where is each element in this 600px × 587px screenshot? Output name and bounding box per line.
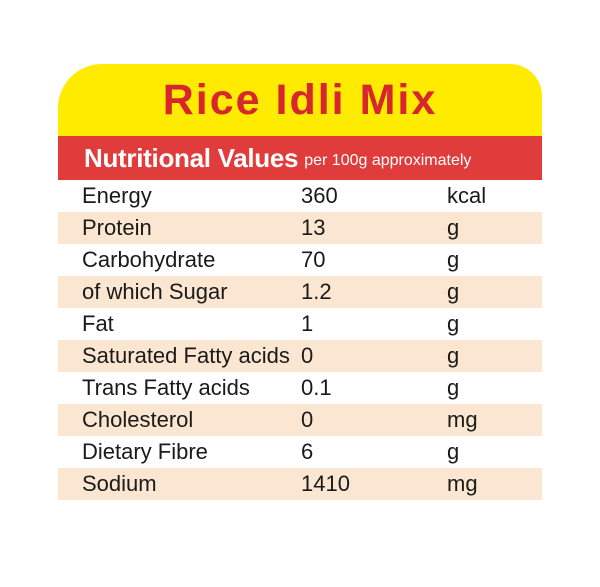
nutrient-unit: g [447, 247, 460, 272]
nutrient-value: 360 [301, 183, 338, 208]
nutrient-name: Dietary Fibre [82, 439, 208, 464]
nutrient-name: Fat [82, 311, 114, 336]
nutrient-value: 0 [301, 343, 314, 368]
nutrient-name: Carbohydrate [82, 247, 216, 272]
nutrient-unit: kcal [447, 183, 487, 208]
nutrient-name: Cholesterol [82, 407, 194, 432]
table-row: Trans Fatty acids 0.1 g [58, 372, 542, 404]
nutrient-value: 1410 [301, 471, 350, 496]
nutrient-unit: mg [447, 407, 478, 432]
table-row: Energy 360 kcal [58, 180, 542, 212]
nutrient-name: Saturated Fatty acids [82, 343, 290, 368]
nutrient-value: 6 [301, 439, 314, 464]
nutrient-unit: g [447, 215, 460, 240]
table-row: Carbohydrate 70 g [58, 244, 542, 276]
nutrient-value: 0 [301, 407, 314, 432]
table-row: Fat 1 g [58, 308, 542, 340]
nutrient-unit: g [447, 343, 460, 368]
table-row: Protein 13 g [58, 212, 542, 244]
nutrient-value: 1 [301, 311, 314, 336]
nutrient-name: Protein [82, 215, 152, 240]
nutrition-header-note: per 100g approximately [304, 152, 472, 169]
nutrition-header: Nutritional Values per 100g approximatel… [58, 136, 542, 180]
table-row: Dietary Fibre 6 g [58, 436, 542, 468]
nutrient-name: Sodium [82, 471, 157, 496]
nutrient-unit: g [447, 311, 460, 336]
nutrient-value: 13 [301, 215, 326, 240]
nutrient-unit: g [447, 375, 460, 400]
table-row: Sodium 1410 mg [58, 468, 542, 500]
table-row: of which Sugar 1.2 g [58, 276, 542, 308]
nutrient-unit: g [447, 279, 460, 304]
nutrient-value: 1.2 [301, 279, 332, 304]
nutrient-name: Trans Fatty acids [82, 375, 250, 400]
nutrient-name: of which Sugar [82, 279, 228, 304]
nutrient-value: 70 [301, 247, 326, 272]
nutrient-unit: mg [447, 471, 478, 496]
product-title: Rice Idli Mix [162, 75, 438, 124]
title-banner: Rice Idli Mix [58, 64, 542, 136]
nutrition-label: Rice Idli Mix Nutritional Values per 100… [58, 64, 542, 500]
table-row: Cholesterol 0 mg [58, 404, 542, 436]
nutrition-header-title: Nutritional Values [84, 142, 299, 173]
nutrient-name: Energy [82, 183, 152, 208]
table-row: Saturated Fatty acids 0 g [58, 340, 542, 372]
nutrient-value: 0.1 [301, 375, 332, 400]
nutrient-unit: g [447, 439, 460, 464]
nutrition-table: Energy 360 kcal Protein 13 g Carbohydrat… [58, 180, 542, 500]
